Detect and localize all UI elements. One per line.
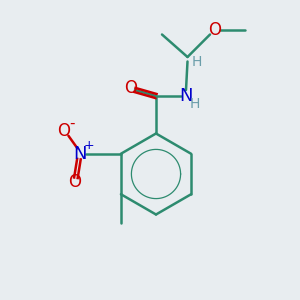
Text: O: O (68, 173, 81, 191)
Text: O: O (208, 21, 221, 39)
Text: N: N (179, 87, 193, 105)
Text: N: N (74, 145, 87, 163)
Text: +: + (83, 139, 94, 152)
Text: -: - (70, 115, 75, 130)
Text: H: H (192, 56, 202, 69)
Text: O: O (57, 122, 70, 140)
Text: H: H (189, 98, 200, 111)
Text: O: O (124, 80, 137, 98)
